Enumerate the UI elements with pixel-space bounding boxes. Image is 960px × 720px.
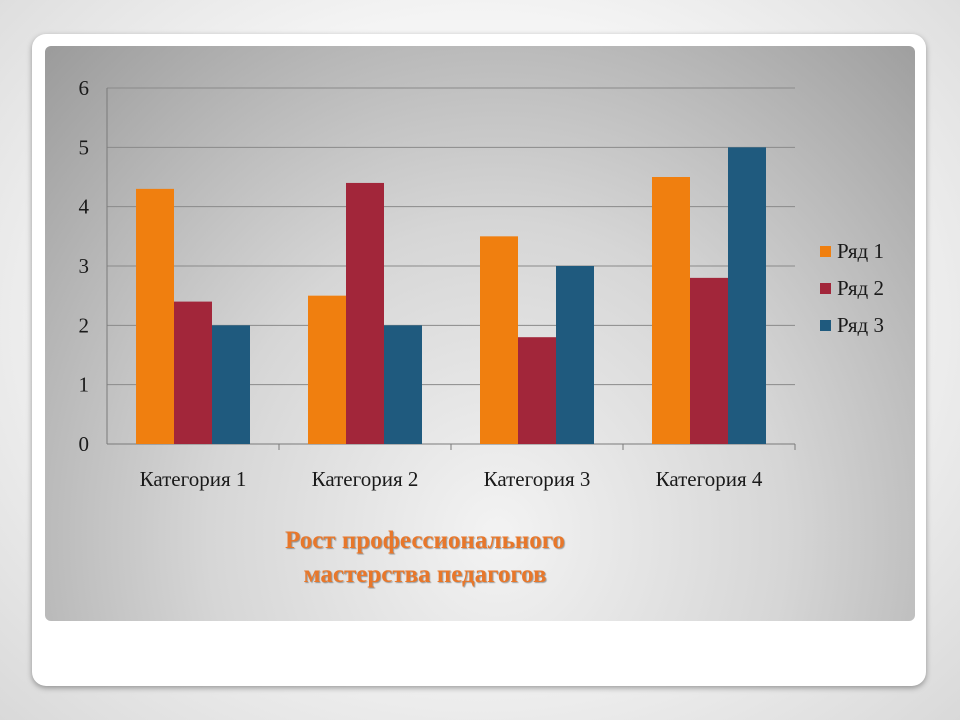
chart-title: Рост профессионального мастерства педаго…	[195, 524, 655, 592]
bar	[384, 325, 422, 444]
bar	[480, 236, 518, 444]
bar	[346, 182, 384, 444]
legend-swatch	[820, 283, 831, 294]
x-tick-label: Категория 1	[140, 467, 247, 491]
y-tick-label: 1	[79, 373, 90, 397]
bar	[136, 188, 174, 444]
x-tick-label: Категория 2	[312, 467, 419, 491]
bar	[652, 177, 690, 444]
legend-swatch	[820, 320, 831, 331]
y-tick-label: 2	[79, 313, 90, 337]
y-tick-label: 5	[79, 135, 90, 159]
legend-label: Ряд 2	[837, 276, 884, 300]
chart-title-line-2: мастерства педагогов	[303, 561, 547, 588]
bar	[212, 325, 250, 444]
bar	[308, 295, 346, 444]
legend-label: Ряд 3	[837, 313, 884, 337]
y-tick-label: 3	[79, 254, 90, 278]
x-tick-label: Категория 3	[484, 467, 591, 491]
bar-chart: 0 1 2 3 4 5 6 Категория 1 Категория 2 Категория 3…	[79, 76, 884, 491]
bar	[174, 301, 212, 444]
bar	[728, 147, 766, 444]
y-tick-label: 0	[79, 432, 90, 456]
bar	[690, 277, 728, 444]
x-tick-label: Категория 4	[656, 467, 763, 491]
y-tick-label: 6	[79, 76, 90, 100]
chart-panel: 0 1 2 3 4 5 6 Категория 1 Категория 2 Категория 3…	[45, 46, 915, 621]
y-tick-label: 4	[79, 195, 90, 219]
bar	[556, 266, 594, 444]
bar	[518, 337, 556, 444]
legend-swatch	[820, 246, 831, 257]
chart-title-line-1: Рост профессионального	[285, 527, 565, 554]
legend-label: Ряд 1	[837, 239, 884, 263]
